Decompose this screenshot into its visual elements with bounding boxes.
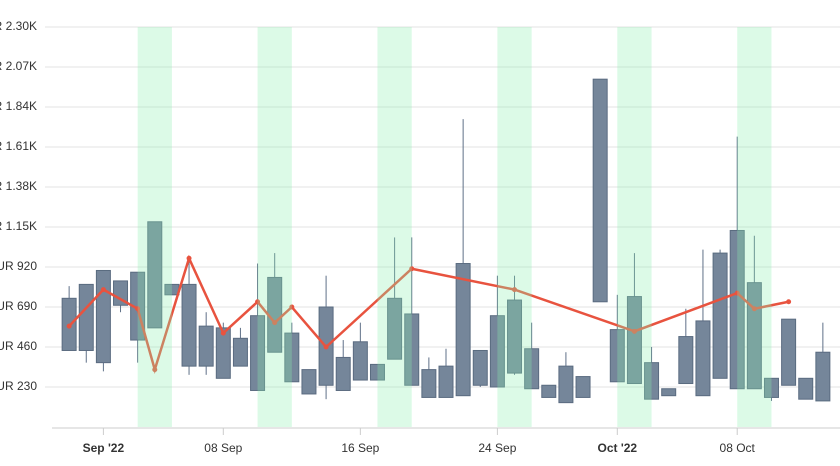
- y-tick-label: EUR 230: [0, 379, 37, 393]
- candle-body: [335, 356, 351, 391]
- candle-body: [763, 377, 779, 398]
- y-tick-label: EUR 2.30K: [0, 19, 37, 33]
- weekend-band: [737, 27, 772, 427]
- candle-body: [541, 384, 557, 398]
- candle-body: [626, 296, 642, 385]
- weekend-band: [497, 27, 532, 427]
- candle-body: [729, 229, 745, 390]
- y-tick-label: EUR 1.15K: [0, 219, 37, 233]
- weekend-band: [137, 27, 172, 427]
- candle-body: [815, 351, 831, 402]
- line-point: [66, 323, 72, 329]
- candle-body: [438, 365, 454, 398]
- candle-body: [644, 362, 660, 400]
- weekend-band: [617, 27, 652, 427]
- line-point: [272, 320, 278, 326]
- line: [68, 254, 789, 375]
- candle-body: [404, 313, 420, 386]
- line-point: [152, 367, 158, 373]
- candle-body: [95, 269, 111, 364]
- line-point: [220, 330, 226, 336]
- candle-body: [455, 263, 471, 397]
- line-point: [631, 328, 637, 334]
- y-tick-label: EUR 920: [0, 259, 37, 273]
- line-point: [786, 299, 792, 305]
- x-tick-label: Oct '22: [598, 441, 638, 455]
- line-point: [289, 304, 295, 310]
- line-point: [751, 306, 757, 312]
- candle-body: [147, 221, 163, 329]
- candle-body: [712, 252, 728, 379]
- candle-body: [695, 320, 711, 397]
- line-point: [512, 287, 518, 293]
- candle-body: [558, 365, 574, 404]
- candle-body: [78, 283, 94, 351]
- candle-body: [661, 388, 677, 397]
- y-tick-label: EUR 1.84K: [0, 99, 37, 113]
- candle-body: [215, 327, 231, 379]
- candle-body: [301, 369, 317, 395]
- candle-body: [250, 315, 266, 391]
- x-tick-label: 24 Sep: [478, 441, 516, 455]
- candle-body: [575, 376, 591, 398]
- x-tick-label: Sep '22: [83, 441, 125, 455]
- line-point: [100, 287, 106, 293]
- line-point: [186, 255, 192, 261]
- candle-body: [113, 280, 129, 306]
- candle-body: [798, 377, 814, 400]
- candle-body: [352, 341, 368, 381]
- candle-body: [198, 325, 214, 367]
- x-tick-label: 16 Sep: [341, 441, 379, 455]
- y-tick-label: EUR 690: [0, 299, 37, 313]
- candle-body: [369, 363, 385, 381]
- candle-body: [421, 369, 437, 398]
- candle-body: [524, 348, 540, 390]
- y-tick-label: EUR 2.07K: [0, 59, 37, 73]
- candle-body: [507, 299, 523, 374]
- candle-body: [781, 318, 797, 386]
- candle-body: [592, 78, 608, 303]
- y-tick-label: EUR 1.38K: [0, 179, 37, 193]
- candle-body: [181, 283, 197, 367]
- candle-body: [678, 336, 694, 385]
- candle-body: [387, 297, 403, 360]
- candle-body: [232, 337, 248, 367]
- weekend-band: [377, 27, 412, 427]
- candle-body: [609, 329, 625, 383]
- y-tick-label: EUR 460: [0, 339, 37, 353]
- line-point: [323, 344, 329, 350]
- x-tick-label: 08 Sep: [204, 441, 242, 455]
- line-point: [255, 299, 261, 305]
- x-tick-label: 08 Oct: [720, 441, 756, 455]
- y-tick-label: EUR 1.61K: [0, 139, 37, 153]
- line-point: [409, 266, 415, 272]
- candle-body: [472, 349, 488, 386]
- candle-body: [489, 315, 505, 388]
- line-point: [135, 306, 141, 312]
- weekend-band: [257, 27, 292, 427]
- line-point: [734, 290, 740, 296]
- candle-body: [284, 332, 300, 383]
